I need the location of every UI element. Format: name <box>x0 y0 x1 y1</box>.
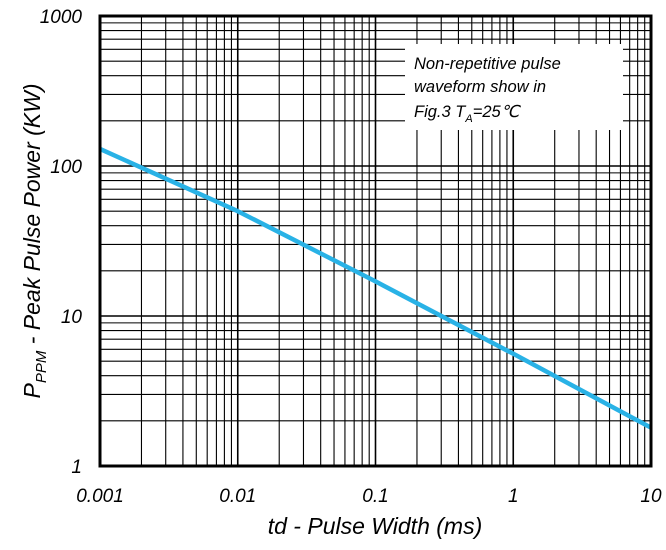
annotation-line-3-prefix: Fig.3 T <box>414 103 467 121</box>
x-tick-label: 0.1 <box>362 486 388 507</box>
y-tick-label: 100 <box>50 157 82 178</box>
series-line <box>99 146 653 430</box>
annotation-line-1: Non-repetitive pulse <box>414 55 561 73</box>
annotation: Non-repetitive pulse waveform show in Fi… <box>405 44 623 130</box>
y-tick-label: 10 <box>61 307 83 328</box>
x-tick-label: 0.01 <box>219 486 256 507</box>
y-tick-label: 1 <box>71 457 82 478</box>
x-axis-label: td - Pulse Width (ms) <box>268 513 483 539</box>
y-axis-label-sub: PPM <box>33 350 50 383</box>
annotation-line-2: waveform show in <box>414 78 546 96</box>
annotation-line-3: Fig.3 TA=25℃ <box>414 103 522 125</box>
x-tick-label: 10 <box>640 486 662 507</box>
annotation-box <box>405 44 623 130</box>
x-tick-labels: 0.001 0.01 0.1 1 10 <box>76 486 662 507</box>
x-tick-label: 0.001 <box>76 486 124 507</box>
y-axis-label-suffix: - Peak Pulse Power (KW) <box>19 84 45 351</box>
y-tick-label: 1000 <box>40 7 83 28</box>
annotation-line-3-sub: A <box>464 113 472 125</box>
series-layer <box>99 146 653 430</box>
y-axis-label: PPPM - Peak Pulse Power (KW) <box>19 84 50 399</box>
x-tick-label: 1 <box>508 486 519 507</box>
y-axis-label-prefix: P <box>19 383 45 399</box>
plot-frame <box>98 14 653 468</box>
annotation-line-3-suffix: =25℃ <box>473 103 522 121</box>
y-tick-labels: 1 10 100 1000 <box>40 7 83 478</box>
